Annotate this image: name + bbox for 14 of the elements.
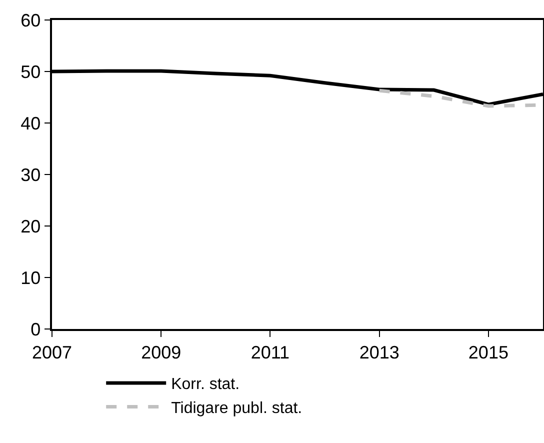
y-tick-label: 40 bbox=[20, 113, 41, 134]
y-tick-label: 60 bbox=[20, 10, 41, 30]
y-tick-label: 0 bbox=[30, 319, 41, 340]
y-tick-label: 10 bbox=[20, 268, 41, 288]
y-tick-label: 30 bbox=[20, 164, 41, 185]
legend-label: Tidigare publ. stat. bbox=[171, 400, 302, 418]
y-tick-label: 50 bbox=[20, 62, 41, 82]
y-tick-label: 20 bbox=[20, 216, 41, 236]
x-tick-label: 2007 bbox=[32, 342, 72, 362]
x-tick-label: 2009 bbox=[141, 342, 182, 362]
x-tick-label: 2011 bbox=[250, 342, 290, 362]
x-tick-label: 2013 bbox=[359, 342, 400, 362]
x-tick-label: 2015 bbox=[468, 342, 508, 362]
legend-label: Korr. stat. bbox=[171, 376, 240, 394]
